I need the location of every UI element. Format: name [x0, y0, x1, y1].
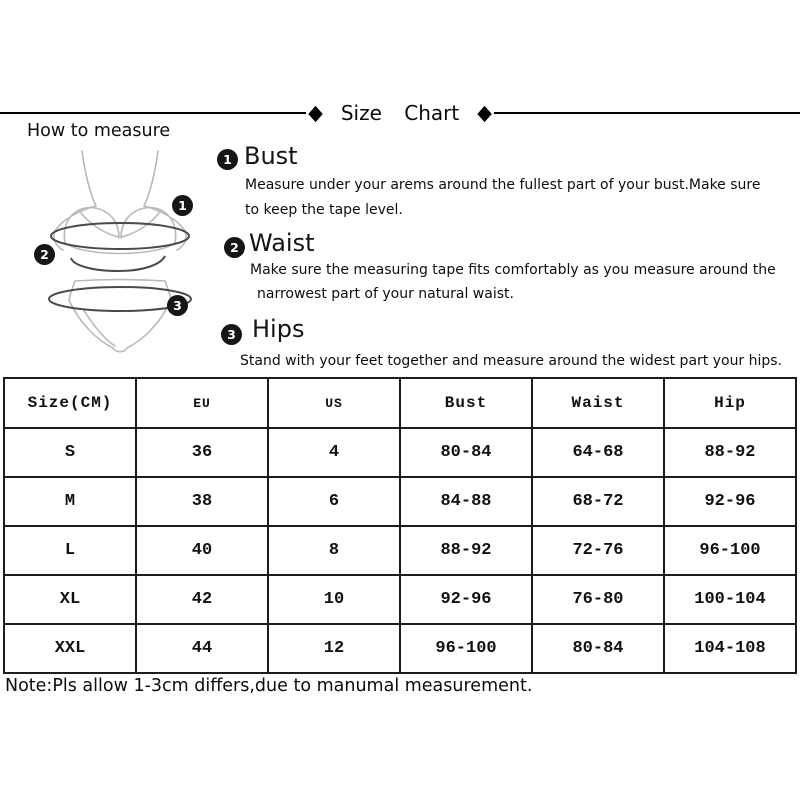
cell-eu: 36: [135, 427, 269, 478]
table-row-m: M 38 6 84-88 68-72 92-96: [3, 476, 797, 527]
cell-size: L: [3, 525, 137, 576]
cell-eu: 40: [135, 525, 269, 576]
cell-bust: 92-96: [399, 574, 533, 625]
hips-instruction-line: Stand with your feet together and measur…: [240, 353, 783, 369]
bust-number-badge: 1: [217, 149, 238, 170]
col-header-bust: Bust: [399, 377, 533, 429]
cell-hip: 92-96: [663, 476, 797, 527]
col-header-hip: Hip: [663, 377, 797, 429]
waist-instruction-line: Make sure the measuring tape fits comfor…: [250, 262, 776, 278]
title-divider: ◆ Size Chart ◆: [0, 100, 800, 126]
waist-instruction-line: narrowest part of your natural waist.: [257, 286, 514, 302]
cell-waist: 68-72: [531, 476, 665, 527]
cell-bust: 96-100: [399, 623, 533, 674]
bust-instructions: Measure under your arems around the full…: [245, 173, 760, 223]
cell-us: 10: [267, 574, 401, 625]
cell-bust: 88-92: [399, 525, 533, 576]
bikini-measurement-illustration: 1 2 3: [25, 147, 215, 362]
cell-size: XXL: [3, 623, 137, 674]
hips-heading: Hips: [252, 315, 305, 343]
cell-size: XL: [3, 574, 137, 625]
cell-waist: 76-80: [531, 574, 665, 625]
waist-instructions: Make sure the measuring tape fits comfor…: [250, 258, 776, 306]
cell-us: 4: [267, 427, 401, 478]
how-to-measure-heading: How to measure: [27, 121, 171, 141]
diamond-icon: ◆: [308, 100, 323, 125]
cell-eu: 42: [135, 574, 269, 625]
cell-us: 6: [267, 476, 401, 527]
measure-point-2-badge: 2: [34, 244, 55, 265]
col-header-waist: Waist: [531, 377, 665, 429]
cell-waist: 72-76: [531, 525, 665, 576]
size-table-wrap: Size(CM) EU US Bust Waist Hip S 36 4 80-…: [3, 377, 797, 674]
cell-bust: 84-88: [399, 476, 533, 527]
cell-us: 8: [267, 525, 401, 576]
table-row-s: S 36 4 80-84 64-68 88-92: [3, 427, 797, 478]
measure-point-3-badge: 3: [167, 295, 188, 316]
cell-eu: 38: [135, 476, 269, 527]
table-row-xl: XL 42 10 92-96 76-80 100-104: [3, 574, 797, 625]
divider-line-left: [0, 112, 307, 114]
cell-size: S: [3, 427, 137, 478]
cell-hip: 104-108: [663, 623, 797, 674]
diamond-icon: ◆: [477, 100, 492, 125]
waist-heading: Waist: [249, 229, 315, 257]
bikini-drawing-svg: [48, 150, 192, 353]
col-header-eu: EU: [135, 377, 269, 429]
measurement-note: Note:Pls allow 1-3cm differs,due to manu…: [5, 676, 533, 696]
cell-us: 12: [267, 623, 401, 674]
cell-hip: 96-100: [663, 525, 797, 576]
cell-waist: 64-68: [531, 427, 665, 478]
cell-size: M: [3, 476, 137, 527]
bust-instruction-line: to keep the tape level.: [245, 202, 403, 218]
hips-instructions: Stand with your feet together and measur…: [240, 349, 782, 374]
divider-line-right: [493, 112, 800, 114]
cell-hip: 88-92: [663, 427, 797, 478]
bust-instruction-line: Measure under your arems around the full…: [245, 177, 761, 193]
col-header-us: US: [267, 377, 401, 429]
cell-bust: 80-84: [399, 427, 533, 478]
cell-eu: 44: [135, 623, 269, 674]
hips-number-badge: 3: [221, 324, 242, 345]
cell-hip: 100-104: [663, 574, 797, 625]
table-header-row: Size(CM) EU US Bust Waist Hip: [3, 377, 797, 429]
waist-number-badge: 2: [224, 237, 245, 258]
table-row-l: L 40 8 88-92 72-76 96-100: [3, 525, 797, 576]
table-row-xxl: XXL 44 12 96-100 80-84 104-108: [3, 623, 797, 674]
measure-point-1-badge: 1: [172, 195, 193, 216]
bust-heading: Bust: [244, 142, 298, 170]
cell-waist: 80-84: [531, 623, 665, 674]
page-title: Size Chart: [340, 101, 460, 125]
size-table: Size(CM) EU US Bust Waist Hip S 36 4 80-…: [3, 377, 797, 674]
col-header-size: Size(CM): [3, 377, 137, 429]
